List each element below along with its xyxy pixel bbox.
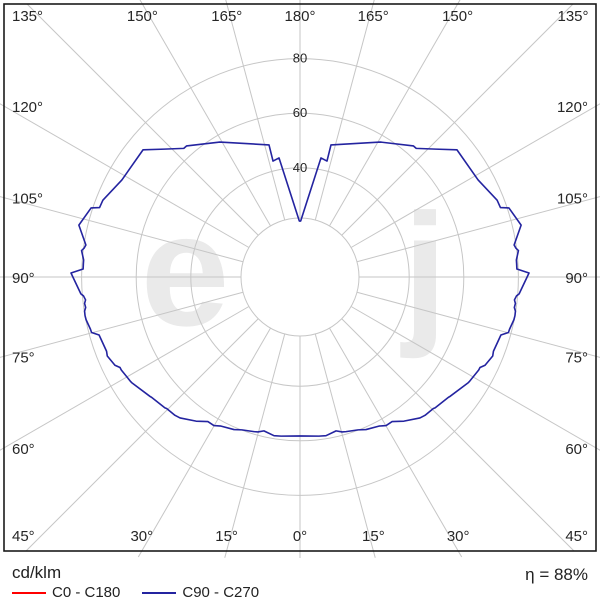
- svg-text:60°: 60°: [565, 441, 588, 458]
- svg-text:30°: 30°: [130, 528, 153, 545]
- svg-text:80: 80: [293, 51, 307, 66]
- svg-text:0°: 0°: [293, 528, 307, 545]
- svg-text:135°: 135°: [557, 8, 588, 25]
- svg-text:60°: 60°: [12, 441, 35, 458]
- svg-text:120°: 120°: [12, 99, 43, 116]
- svg-text:90°: 90°: [12, 270, 35, 287]
- svg-text:90°: 90°: [565, 270, 588, 287]
- svg-text:75°: 75°: [12, 349, 35, 366]
- svg-text:150°: 150°: [442, 8, 473, 25]
- svg-text:15°: 15°: [215, 528, 238, 545]
- svg-text:40: 40: [293, 160, 307, 175]
- svg-text:45°: 45°: [565, 528, 588, 545]
- svg-text:105°: 105°: [557, 191, 588, 208]
- svg-text:75°: 75°: [565, 349, 588, 366]
- svg-text:150°: 150°: [127, 8, 158, 25]
- svg-text:j: j: [400, 180, 447, 359]
- svg-text:15°: 15°: [362, 528, 385, 545]
- svg-text:135°: 135°: [12, 8, 43, 25]
- svg-text:120°: 120°: [557, 99, 588, 116]
- svg-text:60: 60: [293, 105, 307, 120]
- svg-text:30°: 30°: [447, 528, 470, 545]
- svg-text:165°: 165°: [358, 8, 389, 25]
- svg-text:105°: 105°: [12, 191, 43, 208]
- svg-text:180°: 180°: [284, 8, 315, 25]
- svg-text:165°: 165°: [211, 8, 242, 25]
- svg-text:45°: 45°: [12, 528, 35, 545]
